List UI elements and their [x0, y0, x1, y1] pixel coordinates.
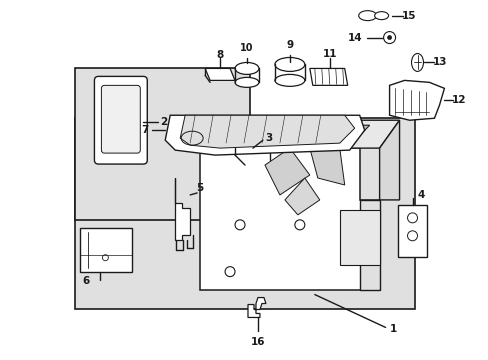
Text: 1: 1 — [389, 324, 396, 334]
Polygon shape — [389, 80, 444, 120]
Polygon shape — [235, 148, 269, 160]
FancyBboxPatch shape — [101, 85, 140, 153]
Text: 8: 8 — [216, 50, 223, 60]
Polygon shape — [180, 115, 354, 148]
Polygon shape — [309, 148, 344, 185]
Ellipse shape — [411, 54, 423, 71]
Text: 15: 15 — [401, 11, 415, 21]
Text: 9: 9 — [285, 40, 293, 50]
Ellipse shape — [358, 11, 376, 21]
FancyBboxPatch shape — [94, 76, 147, 164]
Bar — [75, 118, 414, 310]
Text: 4: 4 — [417, 190, 424, 200]
Ellipse shape — [374, 12, 388, 20]
Text: 10: 10 — [240, 42, 253, 53]
Text: 3: 3 — [264, 133, 272, 143]
Text: 16: 16 — [250, 337, 264, 347]
Ellipse shape — [274, 58, 304, 71]
Ellipse shape — [235, 77, 259, 87]
Text: 7: 7 — [141, 125, 148, 135]
Polygon shape — [264, 148, 309, 195]
Ellipse shape — [235, 62, 259, 75]
Polygon shape — [309, 68, 347, 85]
Bar — [75, 68, 249, 220]
Polygon shape — [379, 120, 399, 200]
Bar — [81, 228, 132, 272]
Text: 13: 13 — [431, 58, 446, 67]
Polygon shape — [215, 125, 369, 148]
Polygon shape — [200, 120, 399, 148]
Text: 12: 12 — [450, 95, 465, 105]
Text: 5: 5 — [196, 183, 203, 193]
Polygon shape — [165, 115, 364, 155]
Bar — [339, 210, 379, 265]
Polygon shape — [247, 298, 265, 318]
Bar — [397, 205, 427, 257]
Ellipse shape — [274, 75, 304, 86]
Circle shape — [383, 32, 395, 44]
Polygon shape — [204, 68, 235, 80]
Polygon shape — [359, 200, 379, 289]
Text: 2: 2 — [160, 117, 167, 127]
Polygon shape — [285, 178, 319, 215]
Polygon shape — [200, 148, 379, 289]
Text: 14: 14 — [347, 32, 362, 42]
Polygon shape — [175, 178, 190, 240]
Circle shape — [387, 36, 391, 40]
Text: 6: 6 — [82, 276, 89, 285]
Text: 11: 11 — [322, 49, 336, 59]
